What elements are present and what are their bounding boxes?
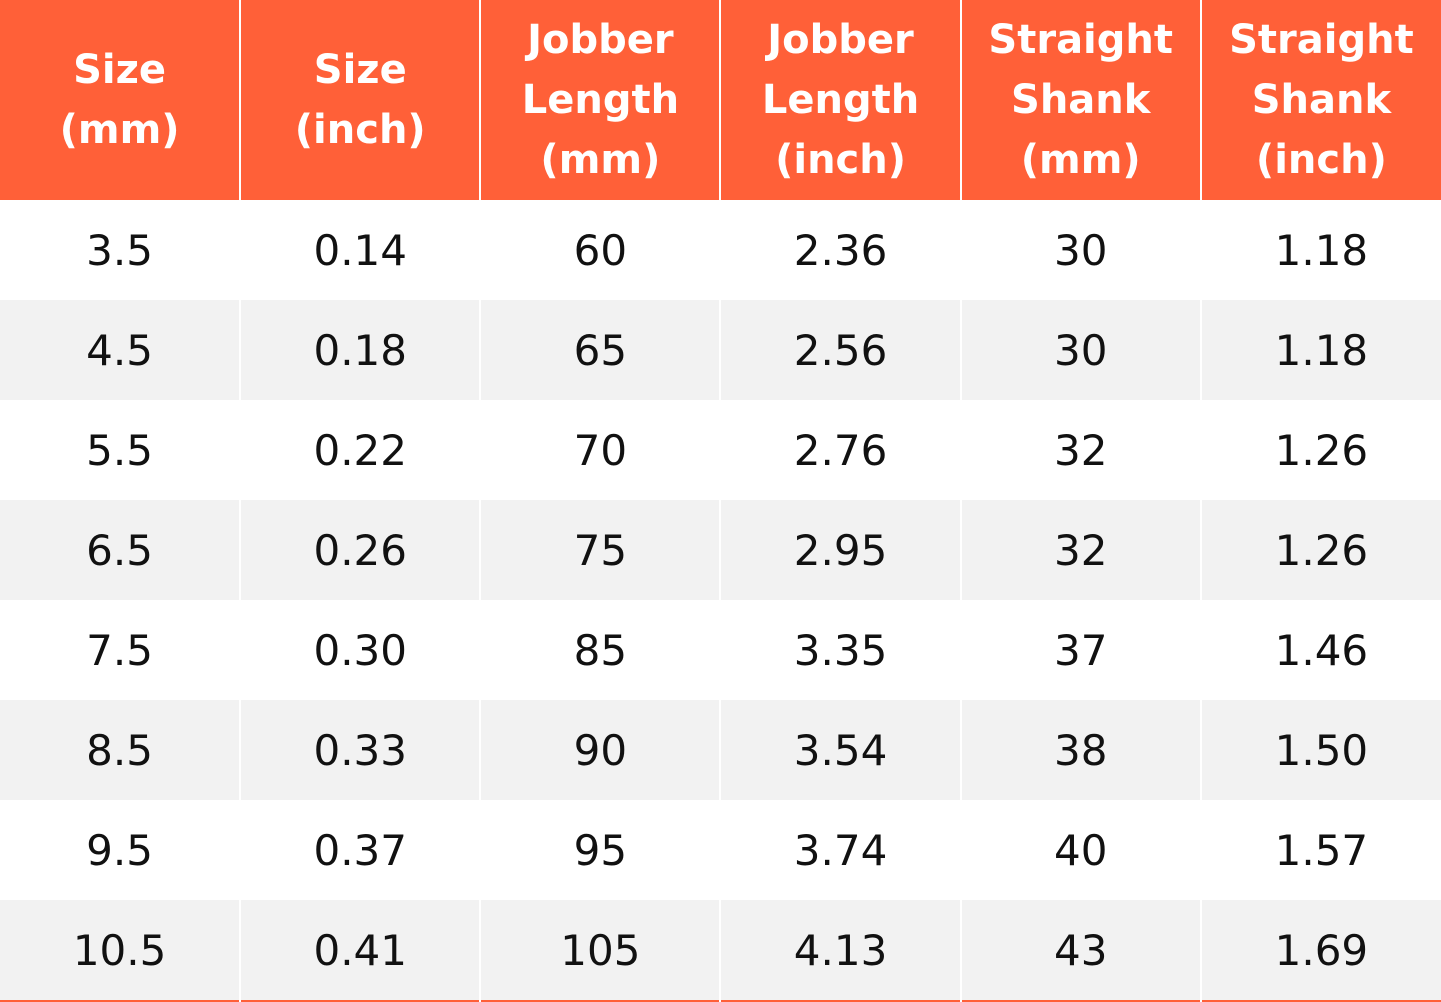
table-cell: 105 [479, 900, 721, 1001]
table-row: 7.5 0.30 85 3.35 37 1.46 [0, 600, 1441, 700]
table-cell: 6.5 [0, 500, 241, 600]
table-row: 10.5 0.41 105 4.13 43 1.69 [0, 900, 1441, 1001]
table-cell: 1.26 [1199, 400, 1441, 500]
header-cell: Straight Shank (mm) [959, 0, 1201, 200]
table-cell: 38 [959, 700, 1201, 800]
table-cell: 30 [959, 300, 1201, 400]
table-header: Size (mm) Size (inch) Jobber Length (mm) Jo… [0, 0, 1441, 200]
table-cell: 1.69 [1199, 900, 1441, 1001]
table-cell: 10.5 [0, 900, 241, 1001]
table-cell: 3.74 [719, 800, 961, 900]
table-cell: 32 [959, 500, 1201, 600]
table-cell: 32 [959, 400, 1201, 500]
table-cell: 0.22 [239, 400, 481, 500]
table-cell: 0.26 [239, 500, 481, 600]
table-cell: 30 [959, 200, 1201, 300]
table-cell: 1.26 [1199, 500, 1441, 600]
table-cell: 1.18 [1199, 200, 1441, 300]
table-cell: 0.41 [239, 900, 481, 1001]
header-cell: Size (inch) [239, 0, 481, 200]
table-cell: 70 [479, 400, 721, 500]
table-cell: 75 [479, 500, 721, 600]
table-cell: 65 [479, 300, 721, 400]
table-cell: 5.5 [86, 425, 153, 475]
table-row: 6.5 0.26 75 2.95 32 1.26 [0, 500, 1441, 600]
table-cell: 3.5 [86, 225, 153, 275]
table-cell: 9.5 [86, 825, 153, 875]
table-body: 3.5 0.14 60 2.36 30 1.18 4.5 0.18 65 2.56 30 1.18 5.… [0, 200, 1441, 1001]
table-cell: 95 [479, 800, 721, 900]
table-cell: 4.5 [0, 300, 241, 400]
table-cell: 8.5 [0, 700, 241, 800]
table-cell: 40 [959, 800, 1201, 900]
table-cell: 0.18 [239, 300, 481, 400]
table-cell: 1.57 [1199, 800, 1441, 900]
table-cell: 43 [959, 900, 1201, 1001]
table-cell: 0.14 [239, 200, 481, 300]
table-cell: 0.30 [239, 600, 481, 700]
header-cell: Jobber Length (mm) [479, 0, 721, 200]
header-cell: Size (mm) [0, 0, 241, 200]
header-cell: Jobber Length (inch) [719, 0, 961, 200]
table-row: 4.5 0.18 65 2.56 30 1.18 [0, 300, 1441, 400]
table-cell: 2.95 [719, 500, 961, 600]
table-cell: 1.18 [1199, 300, 1441, 400]
table-row: 8.5 0.33 90 3.54 38 1.50 [0, 700, 1441, 800]
table-row: 3.5 0.14 60 2.36 30 1.18 [0, 200, 1441, 300]
table-cell: 4.13 [719, 900, 961, 1001]
table-cell: 90 [479, 700, 721, 800]
table-cell: 37 [959, 600, 1201, 700]
table-cell: 2.36 [719, 200, 961, 300]
table-cell: 3.35 [719, 600, 961, 700]
table-row: 9.5 0.37 95 3.74 40 1.57 [0, 800, 1441, 900]
table-cell: 3.54 [719, 700, 961, 800]
table-cell: 7.5 [86, 625, 153, 675]
header-cell: Straight Shank (inch) [1199, 0, 1441, 200]
table-cell: 1.46 [1199, 600, 1441, 700]
table-cell: 2.76 [719, 400, 961, 500]
table-cell: 0.37 [239, 800, 481, 900]
table-cell: 2.56 [719, 300, 961, 400]
table-cell: 0.33 [239, 700, 481, 800]
table-cell: 85 [479, 600, 721, 700]
header-row: Size (mm) Size (inch) Jobber Length (mm) Jo… [0, 0, 1441, 200]
table-cell: 60 [479, 200, 721, 300]
table-row: 5.5 0.22 70 2.76 32 1.26 [0, 400, 1441, 500]
table-cell: 1.50 [1199, 700, 1441, 800]
